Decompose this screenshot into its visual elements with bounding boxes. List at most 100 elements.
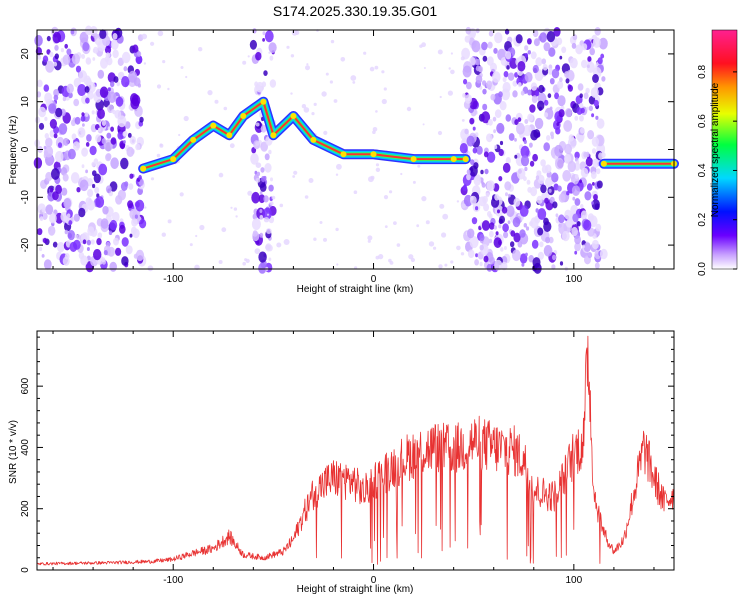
noise-blob [48, 103, 57, 114]
colorbar-gradient [712, 30, 737, 269]
noise-blob [37, 228, 43, 236]
noise-blob [97, 108, 105, 120]
noise-blob [499, 140, 504, 146]
snr-ylabel: SNR (10 * v/v) [8, 420, 19, 484]
noise-blob [595, 223, 602, 232]
noise-blob [543, 221, 552, 233]
noise-blob [137, 51, 142, 57]
noise-blob [475, 206, 479, 211]
noise-blob [54, 44, 59, 51]
noise-blob [517, 82, 522, 88]
noise-blob [378, 254, 384, 260]
noise-blob [374, 65, 379, 70]
noise-blob [596, 168, 601, 175]
ridge-point [370, 151, 377, 158]
noise-blob [486, 180, 495, 192]
noise-blob [523, 139, 527, 144]
noise-blob [586, 106, 589, 111]
noise-blob [471, 40, 481, 53]
noise-blob [593, 99, 599, 107]
noise-blob [106, 153, 112, 161]
noise-blob [128, 183, 134, 190]
noise-blob [514, 154, 518, 159]
noise-blob [512, 249, 521, 262]
ridge-point [450, 156, 457, 163]
noise-blob [535, 90, 540, 97]
noise-blob [74, 116, 81, 125]
noise-blob [255, 81, 264, 93]
noise-blob [73, 98, 80, 107]
noise-blob [592, 37, 601, 48]
noise-blob [580, 210, 588, 220]
noise-blob [575, 44, 583, 55]
noise-blob [506, 65, 510, 70]
noise-blob [439, 95, 442, 99]
noise-blob [129, 233, 133, 238]
noise-blob [505, 157, 511, 164]
noise-blob [268, 257, 272, 262]
noise-blob [260, 141, 269, 152]
noise-blob [498, 148, 504, 157]
noise-blob [38, 122, 45, 130]
noise-blob [44, 116, 48, 121]
noise-blob [400, 172, 403, 176]
noise-blob [90, 239, 95, 245]
noise-blob [444, 263, 448, 267]
noise-blob [593, 194, 598, 201]
noise-blob [577, 83, 584, 91]
noise-blob [150, 177, 155, 181]
noise-blob [156, 153, 161, 158]
noise-blob [61, 187, 68, 196]
noise-blob [119, 224, 126, 234]
noise-blob [563, 120, 573, 132]
noise-blob [260, 167, 265, 173]
noise-blob [412, 180, 416, 184]
noise-blob [335, 173, 339, 176]
noise-blob [529, 221, 533, 227]
noise-blob [107, 91, 117, 103]
noise-blob [36, 79, 43, 88]
noise-blob [565, 78, 570, 84]
noise-blob [547, 93, 552, 99]
noise-blob [485, 192, 490, 198]
noise-blob [79, 31, 89, 44]
noise-blob [586, 61, 595, 73]
noise-blob [323, 130, 328, 135]
noise-blob [437, 49, 443, 55]
noise-blob [558, 109, 565, 118]
noise-blob [550, 134, 555, 140]
noise-blob [340, 57, 346, 62]
noise-blob [494, 32, 503, 44]
ridge-point [410, 156, 417, 163]
noise-blob [566, 218, 573, 228]
noise-blob [516, 122, 525, 135]
noise-blob [475, 28, 480, 34]
noise-blob [482, 55, 488, 62]
noise-blob [490, 93, 496, 101]
noise-blob [574, 250, 578, 255]
noise-blob [441, 232, 447, 238]
noise-blob [447, 90, 453, 96]
noise-blob [481, 181, 484, 185]
noise-blob [79, 179, 89, 192]
noise-blob [546, 135, 551, 141]
noise-blob [64, 229, 69, 235]
noise-blob [189, 243, 193, 247]
noise-blob [571, 226, 578, 237]
noise-blob [507, 220, 511, 225]
noise-blob [313, 102, 317, 106]
noise-blob [599, 248, 608, 260]
noise-blob [242, 261, 246, 266]
noise-blob [265, 228, 272, 235]
noise-blob [43, 259, 52, 270]
noise-blob [489, 222, 495, 230]
noise-blob [121, 237, 129, 247]
noise-blob [472, 147, 478, 154]
noise-blob [114, 109, 122, 119]
noise-blob [93, 33, 99, 40]
noise-blob [519, 229, 526, 238]
noise-blob [533, 38, 540, 47]
noise-blob [81, 112, 85, 117]
noise-blob [157, 30, 164, 37]
noise-blob [499, 101, 507, 111]
